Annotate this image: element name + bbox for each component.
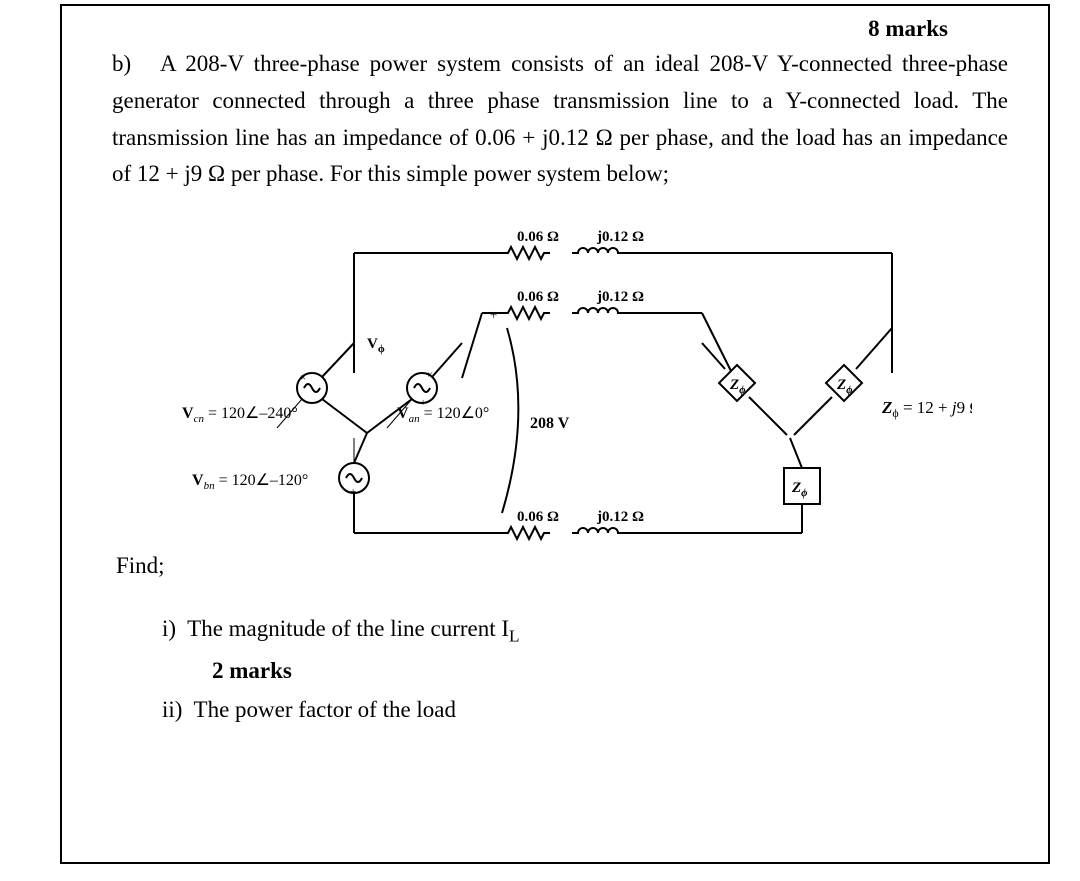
line-x-label-2: j0.12 Ω: [596, 289, 644, 305]
q1-text: The magnitude of the line current I: [187, 616, 509, 641]
source-van-label: Van = 120∠0°: [397, 405, 489, 425]
q1-marks: 2 marks: [212, 651, 1008, 690]
circuit-diagram: 0.06 Ω j0.12 Ω 0.06 Ω j0.12 Ω + 0.06 Ω j…: [172, 213, 972, 543]
question-2: ii) The power factor of the load: [162, 690, 1008, 729]
line-voltage-label: 208 V: [530, 415, 570, 432]
q1-sub: L: [509, 627, 520, 646]
marks-header: 8 marks: [112, 16, 1008, 42]
plus-mark-b: +: [350, 486, 356, 498]
q1-label: i): [162, 616, 176, 641]
problem-label: b): [112, 51, 131, 76]
load-z-value: Zϕ = 12 + j9 Ω: [881, 398, 972, 420]
line-r-label-1: 0.06 Ω: [517, 229, 559, 245]
source-vcn-label: Vcn = 120∠–240°: [182, 405, 298, 425]
problem-statement: b) A 208-V three-phase power system cons…: [112, 46, 1008, 193]
line-x-label-3: j0.12 Ω: [596, 509, 644, 525]
plus-mark-1: +: [490, 307, 497, 322]
page-frame: 8 marks b) A 208-V three-phase power sys…: [60, 4, 1050, 864]
source-vbn-label: Vbn = 120∠–120°: [192, 472, 308, 492]
line-x-label-1: j0.12 Ω: [596, 229, 644, 245]
q2-label: ii): [162, 697, 182, 722]
line-r-label-3: 0.06 Ω: [517, 509, 559, 525]
line-r-label-2: 0.06 Ω: [517, 289, 559, 305]
circuit-svg: 0.06 Ω j0.12 Ω 0.06 Ω j0.12 Ω + 0.06 Ω j…: [172, 213, 972, 543]
x-mark-a: ×: [427, 369, 433, 381]
questions-block: i) The magnitude of the line current IL …: [162, 609, 1008, 729]
x-mark-c: ×: [300, 372, 306, 384]
v-phi-label: Vϕ: [367, 336, 385, 355]
dots-1: . .: [822, 537, 833, 543]
problem-body: A 208-V three-phase power system consist…: [112, 51, 1008, 186]
dots-2: . . .: [862, 537, 880, 543]
q2-text: The power factor of the load: [194, 697, 456, 722]
minus-mark: −: [490, 526, 497, 541]
find-label: Find;: [116, 553, 1008, 579]
question-1: i) The magnitude of the line current IL: [162, 609, 1008, 651]
